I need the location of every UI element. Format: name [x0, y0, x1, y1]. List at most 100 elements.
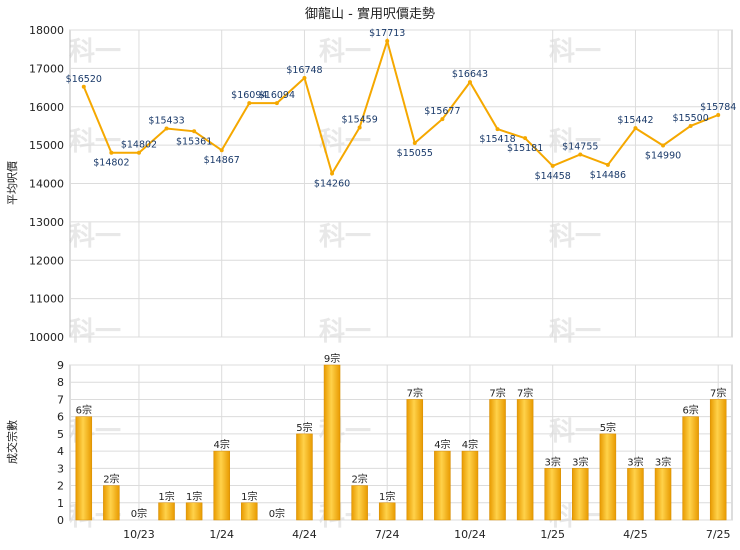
volume-bar[interactable]: [185, 502, 203, 521]
y-tick-label: 2: [57, 480, 64, 493]
bar-data-label: 2宗: [351, 473, 367, 486]
price-point[interactable]: [688, 123, 693, 128]
volume-bar[interactable]: [351, 485, 368, 521]
y-tick-label: 9: [57, 359, 64, 372]
price-point[interactable]: [302, 76, 307, 81]
volume-bar[interactable]: [213, 450, 230, 521]
bar-data-label: 0宗: [269, 507, 285, 520]
volume-bar[interactable]: [378, 502, 396, 521]
price-point[interactable]: [357, 125, 362, 130]
x-tick-label: 1/25: [540, 528, 565, 541]
bar-data-label: 3宗: [655, 455, 671, 468]
y-tick-label: 7: [57, 393, 64, 406]
bar-data-label: 1宗: [186, 490, 202, 503]
price-data-label: $16520: [66, 74, 102, 85]
y-tick-label: 4: [57, 445, 64, 458]
price-data-label: $15181: [507, 143, 543, 154]
price-data-label: $16643: [452, 69, 488, 80]
price-point[interactable]: [192, 129, 197, 134]
price-point[interactable]: [716, 113, 721, 118]
price-point[interactable]: [219, 148, 224, 153]
y-tick-label: 16000: [29, 101, 64, 114]
volume-bar[interactable]: [75, 416, 93, 521]
y-tick-label: 18000: [29, 24, 64, 37]
price-point[interactable]: [412, 141, 417, 146]
price-data-label: $14260: [314, 179, 350, 190]
y-tick-label: 12000: [29, 254, 64, 267]
watermark: 科一: [549, 37, 601, 67]
price-data-label: $14486: [590, 170, 626, 181]
bar-data-label: 7宗: [517, 386, 533, 399]
volume-bar[interactable]: [241, 502, 258, 521]
x-tick-label: 4/25: [623, 528, 648, 541]
price-point[interactable]: [633, 126, 638, 131]
volume-bar[interactable]: [461, 450, 479, 521]
price-point[interactable]: [136, 150, 141, 155]
volume-bar[interactable]: [627, 468, 644, 521]
price-point[interactable]: [440, 117, 445, 122]
price-point[interactable]: [164, 126, 169, 131]
price-data-label: $16094: [259, 90, 295, 101]
price-point[interactable]: [247, 101, 252, 106]
x-tick-label: 7/24: [375, 528, 400, 541]
volume-bar[interactable]: [296, 433, 313, 521]
watermark: 科一: [549, 127, 601, 157]
price-point[interactable]: [330, 171, 335, 176]
price-data-label: $14867: [204, 155, 240, 166]
bar-data-label: 7宗: [489, 386, 505, 399]
watermark: 科一: [69, 317, 121, 347]
volume-bar[interactable]: [599, 433, 617, 521]
volume-bar[interactable]: [709, 399, 727, 521]
volume-bar[interactable]: [489, 399, 506, 521]
bar-data-label: 4宗: [214, 438, 230, 451]
bar-data-label: 5宗: [296, 421, 312, 434]
watermark: 科一: [549, 317, 601, 347]
price-data-label: $15677: [424, 106, 460, 117]
price-data-label: $16748: [286, 65, 322, 76]
volume-bar[interactable]: [682, 416, 699, 521]
volume-bar[interactable]: [103, 485, 120, 521]
volume-bar[interactable]: [434, 450, 451, 521]
volume-bar[interactable]: [572, 468, 589, 521]
volume-bar[interactable]: [406, 399, 424, 521]
price-point[interactable]: [523, 136, 528, 141]
bar-data-label: 3宗: [572, 455, 588, 468]
bar-data-label: 5宗: [600, 421, 616, 434]
price-point[interactable]: [578, 152, 583, 157]
volume-bar[interactable]: [654, 468, 672, 521]
volume-bar[interactable]: [158, 502, 175, 521]
price-series-line: [82, 37, 719, 176]
bar-data-label: 2宗: [103, 473, 119, 486]
watermark: 科一: [549, 417, 601, 447]
y-tick-label: 5: [57, 428, 64, 441]
volume-bar[interactable]: [544, 468, 561, 521]
price-point[interactable]: [274, 101, 279, 106]
price-point[interactable]: [661, 143, 666, 148]
price-point[interactable]: [605, 162, 610, 167]
y-tick-label: 1: [57, 497, 64, 510]
x-tick-label: 1/24: [209, 528, 234, 541]
y-tick-label: 0: [57, 514, 64, 527]
x-tick-label: 10/23: [123, 528, 155, 541]
y-axis-title-volume: 成交宗數: [5, 420, 19, 464]
price-point[interactable]: [467, 80, 472, 85]
bar-data-label: 3宗: [627, 455, 643, 468]
volume-bar[interactable]: [323, 364, 341, 521]
bar-data-label: 3宗: [545, 455, 561, 468]
price-data-label: $14802: [121, 140, 157, 151]
price-data-label: $15459: [341, 115, 377, 126]
price-point[interactable]: [385, 39, 390, 44]
y-tick-label: 17000: [29, 62, 64, 75]
price-data-label: $14458: [535, 171, 571, 182]
price-point[interactable]: [550, 163, 555, 168]
price-point[interactable]: [109, 150, 114, 155]
watermark: 科一: [69, 37, 121, 67]
watermark: 科一: [319, 222, 371, 252]
price-point[interactable]: [495, 127, 500, 132]
y-tick-label: 15000: [29, 139, 64, 152]
price-point[interactable]: [81, 84, 86, 89]
y-tick-label: 10000: [29, 331, 64, 344]
volume-bar[interactable]: [516, 399, 534, 521]
watermark: 科一: [549, 222, 601, 252]
